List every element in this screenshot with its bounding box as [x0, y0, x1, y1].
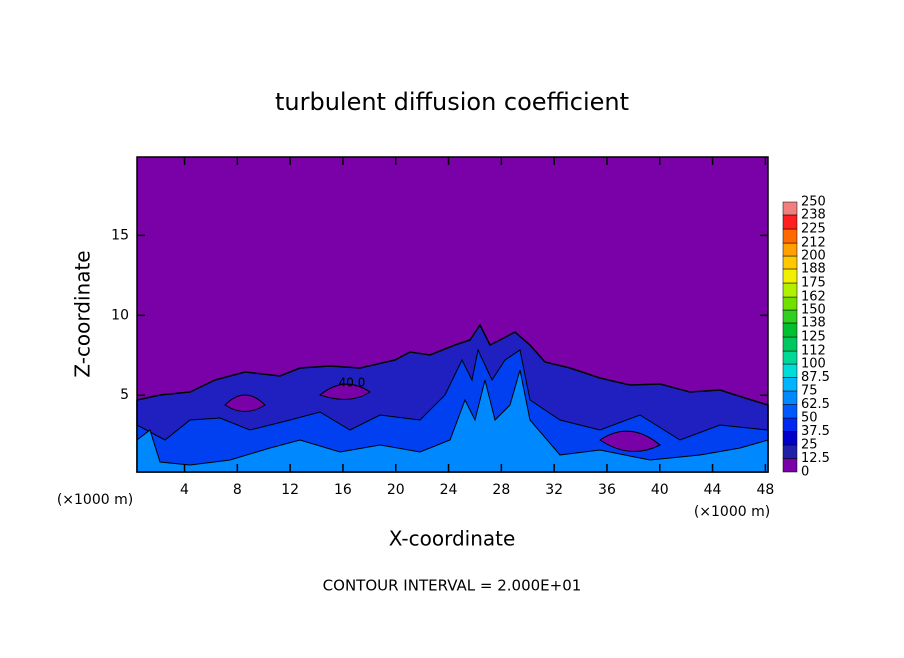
colorbar-label: 112 [801, 344, 826, 359]
x-tick-label: 36 [598, 482, 616, 498]
colorbar-label: 188 [801, 261, 826, 276]
colorbar-label: 225 [801, 222, 826, 237]
x-tick-label: 24 [440, 482, 458, 498]
y-tick-label: 15 [111, 227, 129, 243]
colorbar-bin [782, 417, 798, 432]
x-tick-label: 28 [492, 482, 510, 498]
colorbar-label: 175 [801, 276, 826, 291]
colorbar-bin [782, 242, 798, 257]
plot-frame [136, 156, 769, 473]
x-unit-label: (×1000 m) [57, 492, 133, 508]
colorbar-bin [782, 309, 798, 324]
colorbar-bin [782, 296, 798, 311]
colorbar-label: 162 [801, 290, 826, 305]
colorbar-bin [782, 201, 798, 216]
colorbar-bin [782, 214, 798, 230]
colorbar-label: 250 [801, 195, 826, 210]
colorbar-bin [782, 228, 798, 244]
colorbar-label: 87.5 [801, 370, 830, 385]
x-tick-label: 20 [387, 482, 405, 498]
colorbar-label: 100 [801, 357, 826, 372]
y-tick-label: 5 [120, 387, 129, 403]
x-tick-label: 40 [651, 482, 669, 498]
x-tick-label: 44 [704, 482, 722, 498]
colorbar-bin [782, 255, 798, 270]
colorbar-label: 150 [801, 303, 826, 318]
colorbar-label: 138 [801, 315, 826, 330]
colorbar-bin [782, 282, 798, 298]
colorbar-bin [782, 350, 798, 365]
footer-note: CONTOUR INTERVAL = 2.000E+01 [323, 577, 582, 595]
field-region [224, 383, 661, 452]
colorbar-label: 62.5 [801, 397, 830, 412]
colorbar-bin [782, 431, 798, 446]
colorbar-label: 125 [801, 330, 826, 345]
colorbar-label: 0 [801, 465, 809, 480]
y-axis-label: Z-coordinate [71, 250, 95, 377]
x-tick-label: 8 [233, 482, 242, 498]
x-tick-label: 4 [180, 482, 189, 498]
chart-title: turbulent diffusion coefficient [275, 88, 629, 116]
contour-label: 40.0 [339, 376, 366, 390]
colorbar-bin [782, 363, 798, 378]
colorbar-bin [782, 390, 798, 405]
x-axis-label: X-coordinate [389, 527, 516, 551]
colorbar-label: 37.5 [801, 424, 830, 439]
colorbar-label: 50 [801, 411, 818, 426]
colorbar-label: 238 [801, 207, 826, 222]
colorbar-label: 12.5 [801, 451, 830, 466]
field-region [136, 369, 769, 473]
colorbar-bin [782, 444, 798, 459]
colorbar-label: 25 [801, 438, 818, 453]
colorbar-bin [782, 377, 798, 392]
colorbar-bin [782, 458, 798, 473]
field [136, 157, 769, 473]
colorbar-bin [782, 404, 798, 419]
x-tick-label: 48 [756, 482, 774, 498]
colorbar-label: 200 [801, 249, 826, 264]
colorbar-label: 212 [801, 236, 826, 251]
colorbar-label: 75 [801, 384, 818, 399]
y-tick-label: 10 [111, 307, 129, 323]
x-tick-label: 12 [281, 482, 299, 498]
x-unit-label: (×1000 m) [694, 504, 770, 520]
colorbar-bin [782, 322, 798, 338]
x-tick-label: 32 [545, 482, 563, 498]
x-tick-label: 16 [334, 482, 352, 498]
colorbar-bin [782, 336, 798, 352]
colorbar-bin [782, 268, 798, 284]
